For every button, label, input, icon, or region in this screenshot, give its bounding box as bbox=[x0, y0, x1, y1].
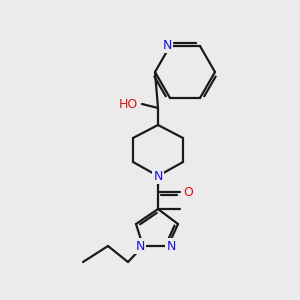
Text: N: N bbox=[166, 239, 176, 253]
Text: N: N bbox=[135, 239, 145, 253]
Text: HO: HO bbox=[118, 98, 138, 110]
Text: N: N bbox=[153, 169, 163, 182]
Text: N: N bbox=[162, 38, 172, 52]
Text: O: O bbox=[183, 185, 193, 199]
